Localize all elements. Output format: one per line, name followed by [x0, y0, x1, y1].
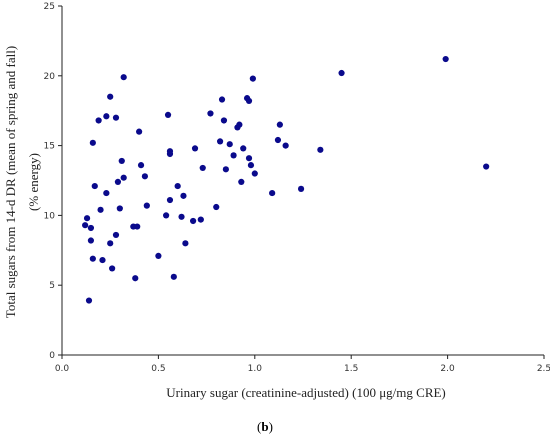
data-point	[95, 117, 102, 124]
data-point	[112, 114, 120, 121]
data-point	[240, 145, 247, 152]
caption-letter: b	[261, 419, 268, 434]
data-point	[89, 255, 96, 262]
data-point	[87, 237, 95, 244]
data-point	[247, 162, 255, 169]
data-point	[236, 121, 243, 128]
y-tick-label: 10	[44, 211, 56, 221]
data-point	[207, 110, 214, 117]
y-tick-label: 0	[49, 351, 55, 361]
data-point	[199, 164, 206, 172]
data-point	[222, 166, 229, 173]
data-point	[114, 178, 122, 185]
axes	[61, 6, 544, 356]
data-point	[85, 297, 93, 304]
x-tick-label: 2.0	[440, 364, 455, 374]
data-point	[276, 121, 283, 128]
x-tick-label: 0.0	[55, 364, 70, 374]
data-point	[174, 182, 181, 190]
data-point	[230, 152, 237, 159]
caption-open: (	[257, 419, 261, 434]
data-point	[82, 222, 89, 229]
data-point	[118, 157, 125, 165]
data-point	[190, 217, 197, 225]
data-point	[197, 216, 204, 223]
data-point	[282, 142, 289, 149]
data-point	[99, 256, 106, 264]
y-axis-title-line2: (% energy)	[26, 153, 41, 211]
x-tick-label: 1.0	[248, 364, 263, 374]
data-point	[249, 75, 256, 82]
data-point	[107, 93, 114, 100]
data-point	[137, 162, 145, 169]
data-point	[112, 231, 120, 239]
data-point	[164, 111, 172, 118]
data-point	[274, 136, 282, 144]
data-point	[166, 196, 174, 204]
data-point	[218, 96, 226, 103]
data-point	[87, 224, 95, 232]
y-tick-label: 25	[44, 2, 55, 12]
data-point	[297, 185, 305, 192]
data-point	[442, 55, 449, 63]
y-tick-label: 15	[44, 142, 55, 152]
data-point	[107, 240, 114, 247]
data-point	[191, 145, 199, 152]
data-point	[170, 273, 177, 280]
data-point	[134, 223, 141, 230]
data-points	[82, 55, 490, 304]
data-point	[213, 203, 220, 211]
data-point	[180, 192, 187, 199]
data-point	[91, 182, 98, 190]
x-tick-label: 0.5	[151, 364, 165, 374]
data-point	[103, 113, 110, 120]
x-axis-title: Urinary sugar (creatinine-adjusted) (100…	[166, 385, 446, 400]
data-point	[251, 170, 258, 177]
caption-close: )	[269, 419, 273, 434]
data-point	[143, 202, 150, 209]
data-point	[132, 275, 139, 282]
x-tick-label: 1.5	[344, 364, 358, 374]
data-point	[141, 173, 149, 180]
data-point	[182, 240, 189, 247]
figure-caption: (b)	[257, 419, 273, 434]
x-tick-label: 2.5	[537, 364, 550, 374]
data-point	[178, 213, 185, 220]
data-point	[166, 150, 174, 158]
y-ticks: 0 5 10 15 20 25	[44, 2, 62, 361]
data-point	[317, 146, 324, 153]
data-point	[226, 141, 233, 148]
data-point	[120, 174, 127, 181]
data-point	[269, 189, 276, 197]
data-point	[483, 163, 490, 170]
data-point	[163, 212, 170, 219]
data-point	[89, 139, 96, 146]
data-point	[155, 252, 162, 259]
data-point	[238, 178, 245, 185]
y-tick-label: 20	[44, 72, 56, 82]
data-point	[83, 215, 91, 222]
data-point	[338, 69, 345, 77]
x-ticks: 0.0 0.5 1.0 1.5 2.0 2.5	[55, 355, 550, 374]
data-point	[245, 155, 253, 162]
y-axis-title-line1: Total sugars from 14-d DR (mean of sprin…	[3, 46, 18, 318]
data-point	[245, 97, 253, 105]
data-point	[220, 117, 228, 124]
data-point	[216, 138, 224, 145]
data-point	[120, 74, 127, 81]
data-point	[103, 189, 110, 197]
data-point	[97, 206, 104, 213]
data-point	[109, 265, 116, 272]
data-point	[116, 205, 123, 212]
y-tick-label: 5	[49, 281, 55, 291]
data-point	[136, 128, 143, 135]
